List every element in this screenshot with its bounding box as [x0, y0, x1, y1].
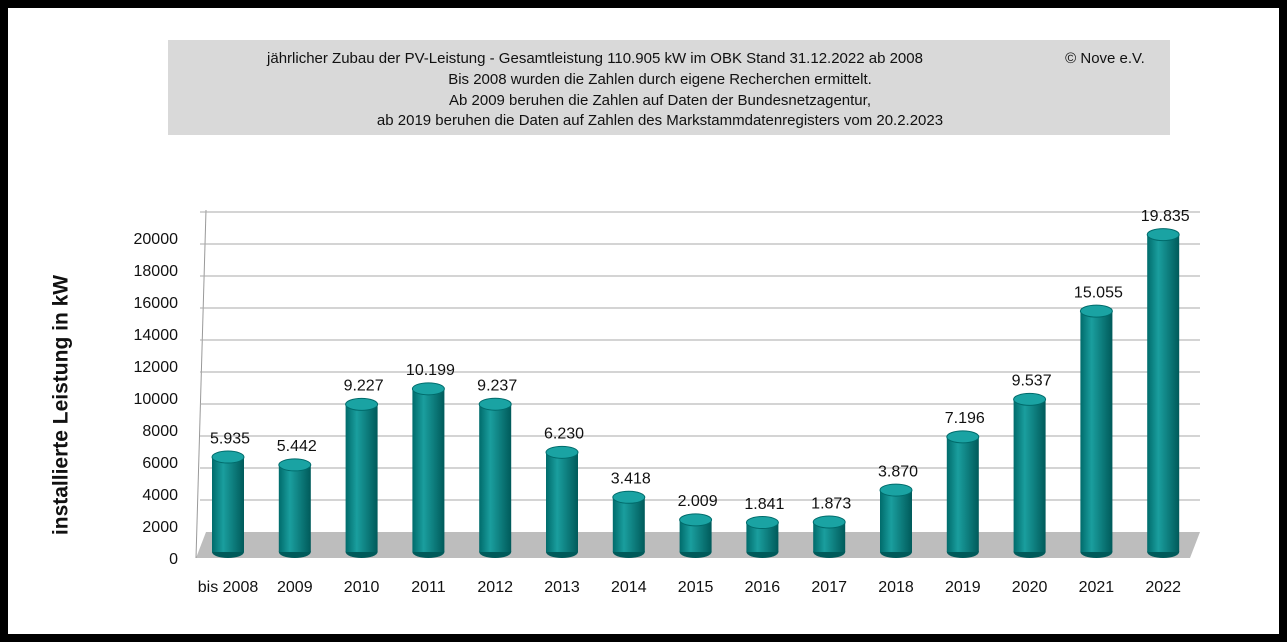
y-tick-label: 6000 [142, 455, 178, 472]
bar [212, 457, 244, 552]
copyright: © Nove e.V. [1065, 50, 1145, 67]
x-tick-label: 2012 [477, 579, 513, 596]
x-tick-label: 2019 [945, 579, 981, 596]
y-axis-label: installierte Leistung in kW [50, 275, 73, 535]
cylinder-top [1013, 392, 1047, 406]
cylinder-top [946, 430, 980, 444]
value-label: 6.230 [544, 426, 584, 443]
x-tick-label: 2013 [544, 579, 580, 596]
cylinder-top [478, 397, 512, 411]
x-tick-label: 2015 [678, 579, 714, 596]
value-label: 9.227 [344, 378, 384, 395]
bar [278, 464, 311, 552]
chart-title: Bis 2008 wurden die Zahlen durch eigene … [448, 71, 872, 88]
cylinder-top [745, 516, 779, 530]
bar [612, 497, 645, 552]
x-tick-label: 2017 [811, 579, 847, 596]
value-label: 5.935 [210, 430, 250, 447]
cylinder-top [612, 490, 646, 504]
cylinder-top [812, 515, 846, 529]
y-tick-label: 16000 [134, 295, 179, 312]
y-tick-label: 4000 [142, 487, 178, 504]
value-label: 1.873 [811, 495, 851, 512]
x-tick-label: bis 2008 [198, 579, 259, 596]
y-tick-label: 2000 [142, 519, 178, 536]
cylinder-top [278, 458, 312, 472]
cylinder-top [211, 450, 245, 464]
value-label: 9.237 [477, 377, 517, 394]
bar [1080, 311, 1113, 552]
x-tick-label: 2011 [411, 579, 446, 596]
bar [880, 490, 912, 552]
bar [1013, 399, 1046, 552]
value-label: 10.199 [406, 362, 455, 379]
bar [546, 452, 578, 552]
y-tick-label: 0 [169, 551, 178, 568]
bar [412, 388, 445, 552]
bar [479, 404, 512, 552]
value-label: 9.537 [1012, 373, 1052, 390]
y-tick-label: 10000 [134, 391, 179, 408]
cylinder-top [545, 445, 579, 459]
x-tick-label: 2022 [1145, 579, 1181, 596]
wall-edge [195, 209, 207, 559]
value-label: 1.841 [744, 496, 784, 513]
chart-title: Ab 2009 beruhen die Zahlen auf Daten der… [449, 92, 871, 109]
cylinder-top [1146, 228, 1180, 242]
x-tick-label: 2010 [344, 579, 380, 596]
y-tick-label: 12000 [134, 359, 179, 376]
bar [1147, 234, 1180, 552]
value-label: 2.009 [678, 493, 718, 510]
y-tick-label: 14000 [134, 327, 179, 344]
x-tick-label: 2009 [277, 579, 313, 596]
x-tick-label: 2014 [611, 579, 647, 596]
value-label: 5.442 [277, 438, 317, 455]
cylinder-top [879, 483, 913, 497]
y-tick-label: 18000 [134, 263, 179, 280]
y-tick-label: 8000 [142, 423, 178, 440]
cylinder-top [1079, 304, 1113, 318]
value-label: 3.870 [878, 463, 918, 480]
value-label: 15.055 [1074, 284, 1123, 301]
title-box [168, 40, 1170, 135]
y-tick-label: 20000 [134, 231, 179, 248]
value-label: 3.418 [611, 471, 651, 488]
chart-title: ab 2019 beruhen die Daten auf Zahlen des… [377, 112, 943, 129]
cylinder-top [679, 513, 713, 527]
cylinder-top [411, 382, 445, 396]
bar [946, 436, 979, 552]
value-label: 7.196 [945, 410, 985, 427]
chart-title: jährlicher Zubau der PV-Leistung - Gesam… [266, 50, 923, 67]
x-tick-label: 2016 [745, 579, 781, 596]
x-tick-label: 2021 [1079, 579, 1115, 596]
cylinder-top [345, 397, 379, 411]
x-tick-label: 2020 [1012, 579, 1048, 596]
value-label: 19.835 [1141, 208, 1190, 225]
x-tick-label: 2018 [878, 579, 914, 596]
bar [345, 404, 378, 552]
